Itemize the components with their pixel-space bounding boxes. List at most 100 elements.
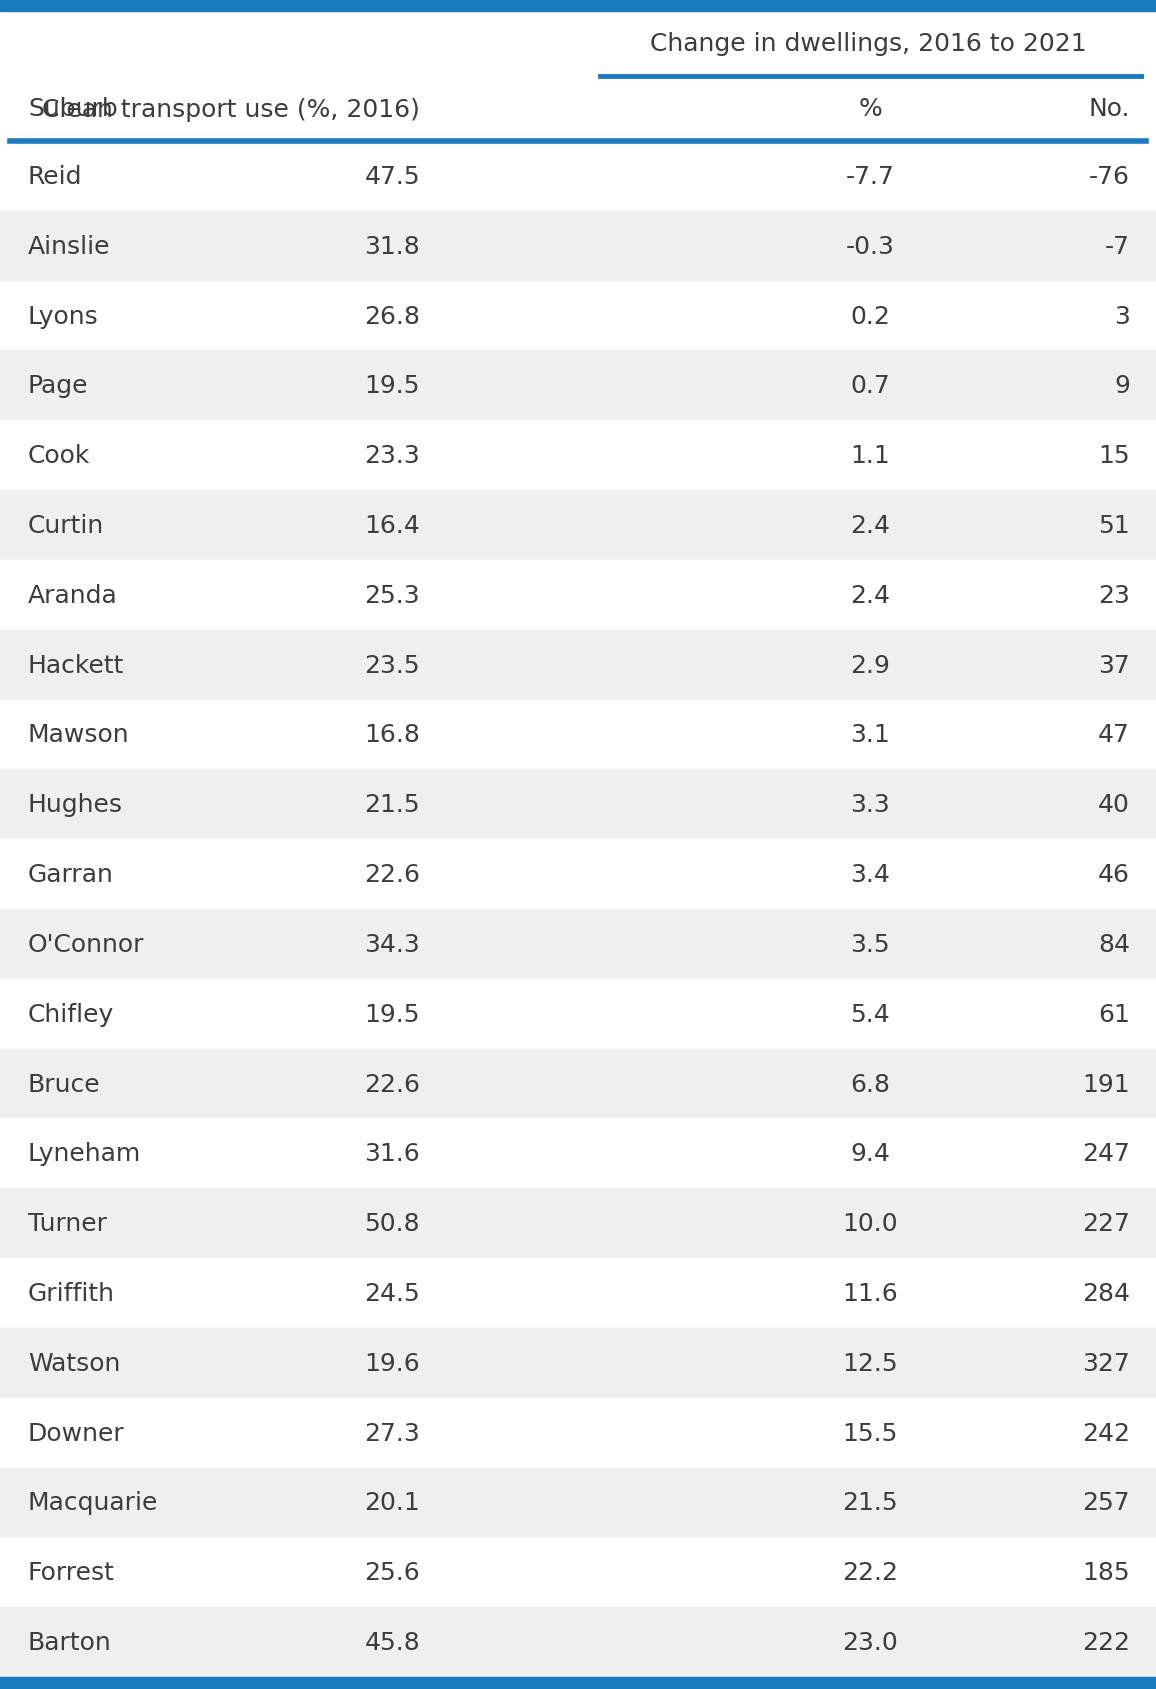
Text: Clean transport use (%, 2016): Clean transport use (%, 2016) (42, 98, 420, 122)
Text: 15.5: 15.5 (843, 1420, 898, 1444)
Text: 25.6: 25.6 (364, 1561, 420, 1584)
Text: 15: 15 (1098, 444, 1131, 468)
Text: -7: -7 (1105, 235, 1131, 258)
Text: 257: 257 (1082, 1491, 1131, 1515)
Text: 27.3: 27.3 (364, 1420, 420, 1444)
Bar (0, 1118, 1156, 1189)
Text: 0.2: 0.2 (850, 304, 890, 328)
Bar (0, 282, 1156, 351)
Text: Griffith: Griffith (28, 1282, 114, 1306)
Text: 21.5: 21.5 (843, 1491, 898, 1515)
Text: 23.0: 23.0 (842, 1630, 898, 1654)
Bar (0, 980, 1156, 1049)
Text: 247: 247 (1082, 1142, 1131, 1165)
Text: 185: 185 (1082, 1561, 1131, 1584)
Text: Ainslie: Ainslie (28, 235, 111, 258)
Text: 23.3: 23.3 (364, 444, 420, 468)
Text: 84: 84 (1098, 932, 1131, 956)
Text: 9: 9 (1114, 375, 1131, 399)
Text: 242: 242 (1082, 1420, 1131, 1444)
Text: 24.5: 24.5 (364, 1282, 420, 1306)
Bar (0, 770, 1156, 839)
Text: Bruce: Bruce (28, 1073, 101, 1096)
Text: Garran: Garran (28, 863, 114, 887)
Text: 19.5: 19.5 (364, 375, 420, 399)
Text: %: % (858, 98, 882, 122)
Text: 47: 47 (1098, 723, 1131, 747)
Bar (0, 561, 1156, 630)
Text: 3: 3 (1114, 304, 1131, 328)
Text: 5.4: 5.4 (850, 1002, 890, 1027)
Text: Hackett: Hackett (28, 654, 125, 677)
Text: 45.8: 45.8 (364, 1630, 420, 1654)
Text: 31.8: 31.8 (364, 235, 420, 258)
Bar (0, 0, 1156, 12)
Bar (0, 1258, 1156, 1328)
Text: Page: Page (28, 375, 89, 399)
Text: Chifley: Chifley (28, 1002, 114, 1027)
Text: Curtin: Curtin (28, 513, 104, 537)
Text: Watson: Watson (28, 1351, 120, 1375)
Text: 23: 23 (1098, 583, 1131, 608)
Bar (0, 1398, 1156, 1468)
Text: 3.5: 3.5 (850, 932, 890, 956)
Text: -7.7: -7.7 (845, 166, 895, 189)
Text: 10.0: 10.0 (843, 1211, 898, 1235)
Text: 40: 40 (1098, 792, 1131, 817)
Bar (0, 1677, 1156, 1689)
Text: Turner: Turner (28, 1211, 108, 1235)
Bar (0, 630, 1156, 701)
Text: 3.4: 3.4 (850, 863, 890, 887)
Bar (0, 491, 1156, 561)
Text: 2.4: 2.4 (850, 513, 890, 537)
Text: 327: 327 (1082, 1351, 1131, 1375)
Text: Forrest: Forrest (28, 1561, 114, 1584)
Text: 50.8: 50.8 (364, 1211, 420, 1235)
Text: 3.3: 3.3 (850, 792, 890, 817)
Bar (0, 1049, 1156, 1118)
Text: 284: 284 (1082, 1282, 1131, 1306)
Text: 222: 222 (1082, 1630, 1131, 1654)
Bar (0, 701, 1156, 770)
Bar (0, 1328, 1156, 1398)
Text: 227: 227 (1082, 1211, 1131, 1235)
Text: 31.6: 31.6 (364, 1142, 420, 1165)
Text: 11.6: 11.6 (842, 1282, 898, 1306)
Text: 6.8: 6.8 (850, 1073, 890, 1096)
Text: 61: 61 (1098, 1002, 1131, 1027)
Text: Hughes: Hughes (28, 792, 123, 817)
Bar (0, 1189, 1156, 1258)
Text: 20.1: 20.1 (364, 1491, 420, 1515)
Text: 19.6: 19.6 (364, 1351, 420, 1375)
Text: Aranda: Aranda (28, 583, 118, 608)
Text: Suburb: Suburb (28, 98, 118, 122)
Text: 22.2: 22.2 (842, 1561, 898, 1584)
Text: 3.1: 3.1 (850, 723, 890, 747)
Text: 2.4: 2.4 (850, 583, 890, 608)
Text: 1.1: 1.1 (850, 444, 890, 468)
Text: 37: 37 (1098, 654, 1131, 677)
Text: -76: -76 (1089, 166, 1131, 189)
Bar (0, 1608, 1156, 1677)
Text: 16.4: 16.4 (364, 513, 420, 537)
Text: Macquarie: Macquarie (28, 1491, 158, 1515)
Text: 22.6: 22.6 (364, 1073, 420, 1096)
Text: Barton: Barton (28, 1630, 112, 1654)
Bar (0, 421, 1156, 491)
Text: Lyons: Lyons (28, 304, 98, 328)
Bar (0, 909, 1156, 980)
Text: 21.5: 21.5 (364, 792, 420, 817)
Text: 46: 46 (1098, 863, 1131, 887)
Text: 9.4: 9.4 (850, 1142, 890, 1165)
Text: 47.5: 47.5 (364, 166, 420, 189)
Text: Reid: Reid (28, 166, 82, 189)
Text: Mawson: Mawson (28, 723, 129, 747)
Text: 51: 51 (1098, 513, 1131, 537)
Text: Downer: Downer (28, 1420, 125, 1444)
Bar (0, 351, 1156, 421)
Text: 16.8: 16.8 (364, 723, 420, 747)
Text: Lyneham: Lyneham (28, 1142, 141, 1165)
Text: 25.3: 25.3 (364, 583, 420, 608)
Text: -0.3: -0.3 (845, 235, 895, 258)
Text: Cook: Cook (28, 444, 90, 468)
